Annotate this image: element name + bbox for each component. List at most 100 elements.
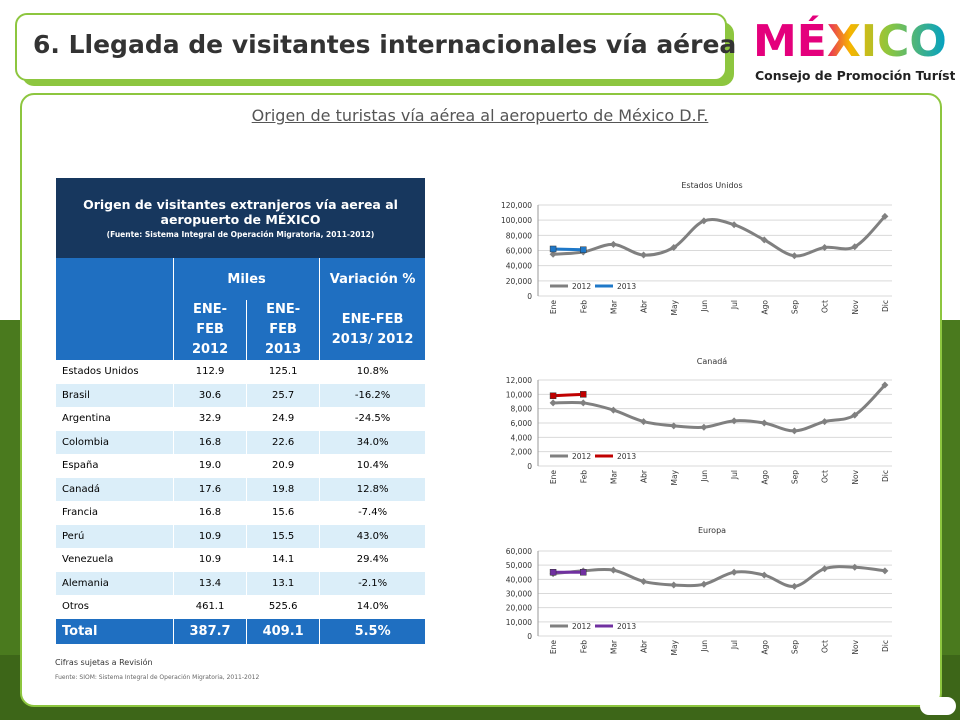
cell: 13.4 <box>172 571 247 595</box>
x-tick-label: Jun <box>700 640 709 653</box>
x-tick-label: Dic <box>881 470 890 482</box>
x-tick-label: Sep <box>790 640 799 654</box>
cell: 17.6 <box>172 477 247 501</box>
y-tick-label: 30,000 <box>506 590 532 599</box>
cell: 112.9 <box>172 360 247 384</box>
row-label: Venezuela <box>55 548 174 572</box>
y-tick-label: 120,000 <box>501 201 532 210</box>
cell: 13.1 <box>246 571 320 595</box>
cell: 461.1 <box>172 595 247 619</box>
column-header: ENE-FEB 2013 <box>246 300 320 360</box>
cell: 24.9 <box>246 407 320 431</box>
subtitle: Origen de turistas vía aérea al aeropuer… <box>251 106 709 125</box>
legend-label: 2012 <box>572 282 591 291</box>
marker <box>670 243 678 251</box>
column-header: ENE-FEB 2013/ 2012 <box>319 300 425 360</box>
y-tick-label: 40,000 <box>506 575 532 584</box>
row: Francia 16.8 15.6 -7.4% <box>55 501 425 525</box>
x-tick-label: Jun <box>700 470 709 483</box>
marker <box>851 243 859 251</box>
cell: 15.5 <box>246 524 320 548</box>
cell: 16.8 <box>172 430 247 454</box>
y-tick-label: 4,000 <box>511 433 533 442</box>
cell: -7.4% <box>319 501 425 525</box>
row-label: España <box>55 454 174 478</box>
cell: 20.9 <box>246 454 320 478</box>
x-tick-label: Jul <box>730 640 739 650</box>
logo-caption: Consejo de Promoción Turística <box>755 68 955 83</box>
row: Colombia 16.8 22.6 34.0% <box>55 430 425 454</box>
logo: MÉXICO Consejo de Promoción Turística <box>753 14 955 83</box>
column-header: ENE-FEB 2012 <box>172 300 247 360</box>
x-tick-label: Feb <box>579 470 588 484</box>
cell: 30.6 <box>172 383 247 407</box>
total-cell: 5.5% <box>319 618 425 644</box>
x-tick-label: May <box>670 299 679 315</box>
table-source: (Fuente: Sistema Integral de Operación M… <box>106 230 375 239</box>
marker <box>700 423 708 431</box>
row: Estados Unidos 112.9 125.1 10.8% <box>55 360 425 384</box>
marker <box>821 565 829 573</box>
y-tick-label: 20,000 <box>506 604 532 613</box>
row: Otros 461.1 525.6 14.0% <box>55 595 425 619</box>
blank-cell <box>55 258 174 360</box>
page-title: 6. Llegada de visitantes internacionales… <box>33 30 737 59</box>
series-line <box>553 392 584 398</box>
marker <box>640 251 648 259</box>
cell: 10.8% <box>319 360 425 384</box>
data-table: Origen de visitantes extranjeros vía aer… <box>55 178 425 644</box>
row: Venezuela 10.9 14.1 29.4% <box>55 548 425 572</box>
row: Argentina 32.9 24.9 -24.5% <box>55 407 425 431</box>
cell: 19.0 <box>172 454 247 478</box>
x-tick-label: Oct <box>821 470 830 483</box>
marker <box>549 245 557 253</box>
y-tick-label: 12,000 <box>506 376 532 385</box>
page-pill <box>920 697 956 715</box>
row: Alemania 13.4 13.1 -2.1% <box>55 571 425 595</box>
y-tick-label: 0 <box>527 632 532 641</box>
y-tick-label: 0 <box>527 292 532 301</box>
marker <box>821 243 829 251</box>
marker <box>821 418 829 426</box>
x-tick-label: Nov <box>851 469 860 484</box>
row-label: Perú <box>55 524 174 548</box>
row-label: Colombia <box>55 430 174 454</box>
marker <box>609 566 617 574</box>
x-tick-label: Mar <box>609 639 618 654</box>
y-tick-label: 60,000 <box>506 247 532 256</box>
group-header: Variación % <box>319 258 425 300</box>
cell: 14.1 <box>246 548 320 572</box>
row: ENE-FEB 2012 ENE-FEB 2013 ENE-FEB 2013/ 20… <box>56 300 425 360</box>
x-tick-label: Ago <box>760 640 769 655</box>
row-label: Brasil <box>55 383 174 407</box>
cell: 32.9 <box>172 407 247 431</box>
legend-label: 2013 <box>617 452 636 461</box>
chart-title: Estados Unidos <box>681 181 742 190</box>
x-tick-label: Ago <box>760 300 769 315</box>
cell: 15.6 <box>246 501 320 525</box>
y-tick-label: 10,000 <box>506 618 532 627</box>
series-line <box>552 565 886 588</box>
cell: 10.9 <box>172 524 247 548</box>
cell: 19.8 <box>246 477 320 501</box>
marker <box>580 246 587 253</box>
y-tick-label: 60,000 <box>506 547 532 556</box>
x-tick-label: Nov <box>851 299 860 314</box>
row-label: Argentina <box>55 407 174 431</box>
marker <box>640 577 648 585</box>
total-cell: 387.7 <box>172 618 247 644</box>
row-label: Canadá <box>55 477 174 501</box>
cell: 34.0% <box>319 430 425 454</box>
x-tick-label: Oct <box>821 300 830 313</box>
x-tick-label: Abr <box>640 299 649 313</box>
marker <box>851 411 859 419</box>
marker <box>760 571 768 579</box>
marker <box>790 582 798 590</box>
cell: 10.4% <box>319 454 425 478</box>
x-tick-label: Jun <box>700 300 709 313</box>
note: Fuente: SIOM: Sistema Integral de Operac… <box>55 674 260 681</box>
marker <box>609 240 617 248</box>
row-label: Francia <box>55 501 174 525</box>
cell: 12.8% <box>319 477 425 501</box>
x-tick-label: Oct <box>821 640 830 653</box>
